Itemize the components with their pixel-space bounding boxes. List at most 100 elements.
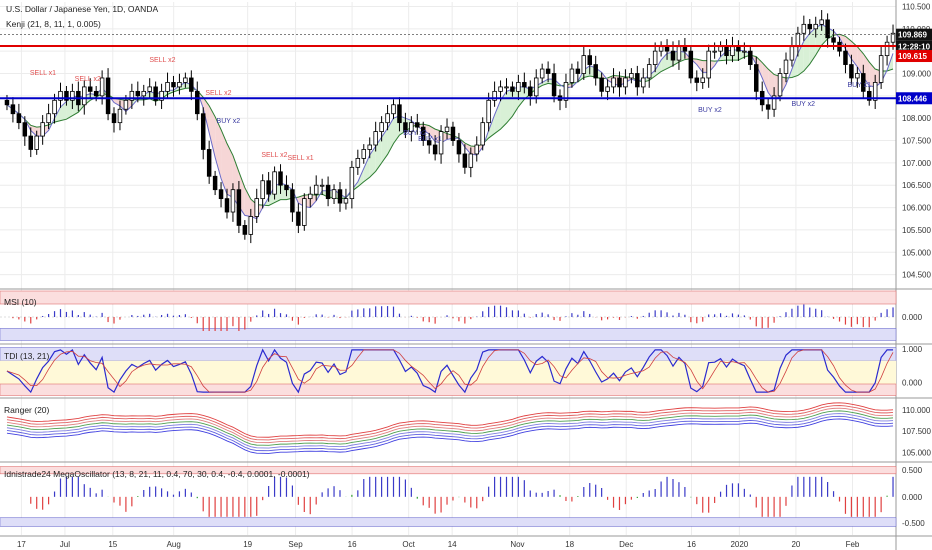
candle-down [587,55,592,65]
candle-up [183,77,188,83]
candle-up [46,113,51,124]
candle-down [575,68,581,74]
candle-up [569,68,575,83]
cloud-segment [66,95,73,120]
candle-down [10,104,16,115]
panel-band [0,290,897,305]
candle-up [498,86,503,92]
cloud-segment [762,62,769,93]
candle-up [676,46,682,61]
candle-down [849,64,854,79]
candle-up [82,86,87,106]
candle-down [748,50,753,65]
candle-up [367,144,372,150]
x-tick-label: 17 [17,540,26,549]
candle-down [278,171,283,186]
candle-up [177,82,182,88]
candle-down [218,189,224,200]
panel-label-megaoscillator: Idnistrade24 MegaOscillator (13, 8, 21, … [4,469,310,479]
cloud-segment [768,69,775,101]
signal-label: BUY x2 [698,107,722,114]
candle-up [890,32,896,43]
candle-down [200,113,206,150]
x-tick-label: 14 [448,540,457,549]
candle-up [141,90,146,97]
candle-down [206,149,212,177]
candle-up [385,113,390,124]
candle-down [522,82,527,88]
cloud-segment [363,155,370,182]
fast-ma-line [6,23,894,220]
candle-down [450,126,456,141]
candle-up [480,122,485,146]
candle-up [58,90,63,101]
signal-label: SELL x1 [287,155,313,162]
tdi-signal-line [6,349,894,393]
candle-up [629,73,634,79]
y-tick-label: 107.000 [902,159,931,168]
cloud-segment [661,53,668,72]
candle-down [432,144,438,155]
panel-tick-label: 0.000 [902,313,923,322]
last-price-badge-bg [896,28,932,41]
candle-up [254,198,259,217]
candle-down [825,19,830,39]
candle-down [325,184,331,200]
candle-down [420,126,426,141]
ranger-band [6,402,894,438]
y-tick-label: 107.500 [902,137,931,146]
time-badge: 12:28:10 [898,43,931,52]
candle-up [777,73,783,97]
candle-up [34,135,39,150]
panel-band [0,360,896,384]
candle-down [212,175,218,191]
candle-up [819,19,824,25]
cloud-segment [791,53,798,78]
y-tick-label: 110.500 [902,2,931,11]
x-tick-label: 18 [565,540,574,549]
candle-up [641,77,646,88]
x-tick-label: 2020 [730,540,748,549]
cloud-segment [215,116,222,179]
candle-down [236,189,242,226]
candle-down [688,50,694,79]
panel-band [0,328,897,341]
candle-down [4,99,10,106]
candle-up [70,90,75,101]
y-tick-label: 104.500 [902,271,931,280]
x-tick-label: 19 [243,540,252,549]
x-tick-label: Feb [846,540,860,549]
last-price-badge: 109.869 [898,31,927,40]
cloud-segment [381,128,388,163]
candle-up [605,86,610,92]
panel-label-msi: MSI (10) [4,297,37,307]
indicator-label: Kenji (21, 8, 11, 1, 0.005) [6,19,101,29]
cloud-segment [375,137,382,172]
candle-down [195,90,200,115]
cloud-segment [756,56,763,78]
candle-up [123,99,129,110]
candle-down [403,122,408,132]
candle-up [539,68,545,79]
cloud-segment [30,125,37,137]
candle-down [16,113,22,124]
candle-up [623,77,628,88]
candle-up [379,122,384,132]
candle-down [111,113,117,124]
support-badge-bg [896,92,932,105]
cloud-segment [209,105,216,158]
candle-down [64,90,69,101]
x-tick-label: 16 [687,540,696,549]
x-tick-label: 15 [108,540,117,549]
panel-tick-label: 110.000 [902,406,931,415]
y-tick-label: 106.000 [902,204,931,213]
candle-down [415,122,420,128]
candle-down [551,73,557,97]
candle-down [397,104,402,124]
candle-up [40,122,45,137]
candle-up [730,46,735,57]
panel-band [0,466,897,475]
candle-down [694,77,700,83]
candle-up [789,46,795,61]
candle-up [516,82,521,92]
